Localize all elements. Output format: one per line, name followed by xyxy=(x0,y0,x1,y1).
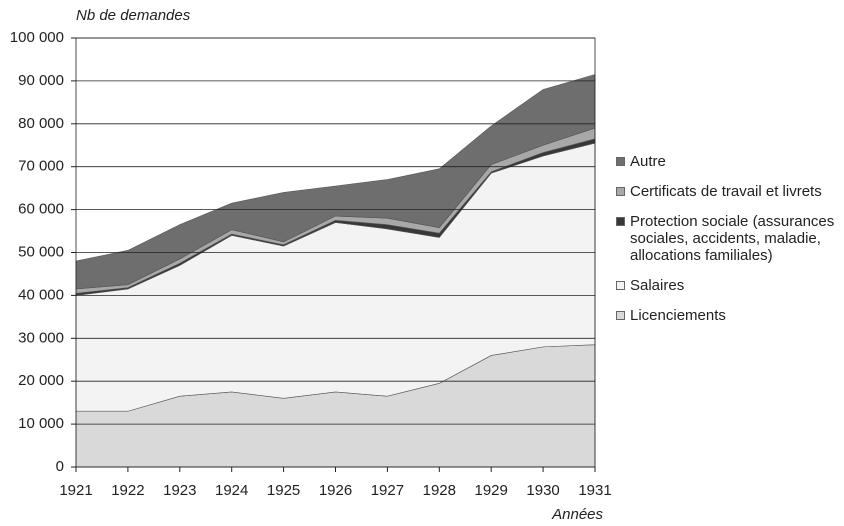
y-tick-label: 20 000 xyxy=(18,372,64,389)
legend-item: Protection sociale (assurances sociales,… xyxy=(616,213,842,264)
legend-swatch xyxy=(616,187,625,196)
x-tick-label: 1922 xyxy=(111,482,144,499)
x-axis-label: Années xyxy=(551,506,603,523)
legend-swatch xyxy=(616,311,625,320)
legend-label: Salaires xyxy=(630,277,685,294)
x-tick-label: 1924 xyxy=(215,482,248,499)
legend-item: Certificats de travail et livrets xyxy=(616,183,842,200)
y-tick-label: 50 000 xyxy=(18,243,64,260)
y-tick-label: 60 000 xyxy=(18,201,64,218)
y-axis-label: Nb de demandes xyxy=(76,7,191,24)
y-tick-label: 80 000 xyxy=(18,115,64,132)
x-tick-label: 1923 xyxy=(163,482,196,499)
y-tick-label: 100 000 xyxy=(10,29,64,46)
x-tick-label: 1931 xyxy=(578,482,611,499)
y-tick-label: 10 000 xyxy=(18,415,64,432)
legend-label: Protection sociale (assurances sociales,… xyxy=(630,213,835,264)
areas xyxy=(75,74,596,468)
x-tick-label: 1930 xyxy=(526,482,559,499)
legend-label: Licenciements xyxy=(630,307,726,324)
legend-item: Licenciements xyxy=(616,307,842,324)
y-tick-label: 70 000 xyxy=(18,158,64,175)
legend-label: Certificats de travail et livrets xyxy=(630,183,822,200)
y-tick-label: 30 000 xyxy=(18,329,64,346)
x-tick-label: 1926 xyxy=(319,482,352,499)
legend-swatch xyxy=(616,281,625,290)
x-tick-label: 1925 xyxy=(267,482,300,499)
y-tick-label: 0 xyxy=(56,458,64,475)
legend-swatch xyxy=(616,217,625,226)
y-tick-label: 90 000 xyxy=(18,72,64,89)
x-tick-label: 1921 xyxy=(59,482,92,499)
x-tick-label: 1928 xyxy=(423,482,456,499)
legend-item: Autre xyxy=(616,153,842,170)
legend-swatch xyxy=(616,157,625,166)
legend-item: Salaires xyxy=(616,277,842,294)
x-tick-label: 1929 xyxy=(475,482,508,499)
y-tick-label: 40 000 xyxy=(18,286,64,303)
x-tick-label: 1927 xyxy=(371,482,404,499)
legend-label: Autre xyxy=(630,153,666,170)
legend: Autre Certificats de travail et livrets Pr… xyxy=(616,153,842,337)
